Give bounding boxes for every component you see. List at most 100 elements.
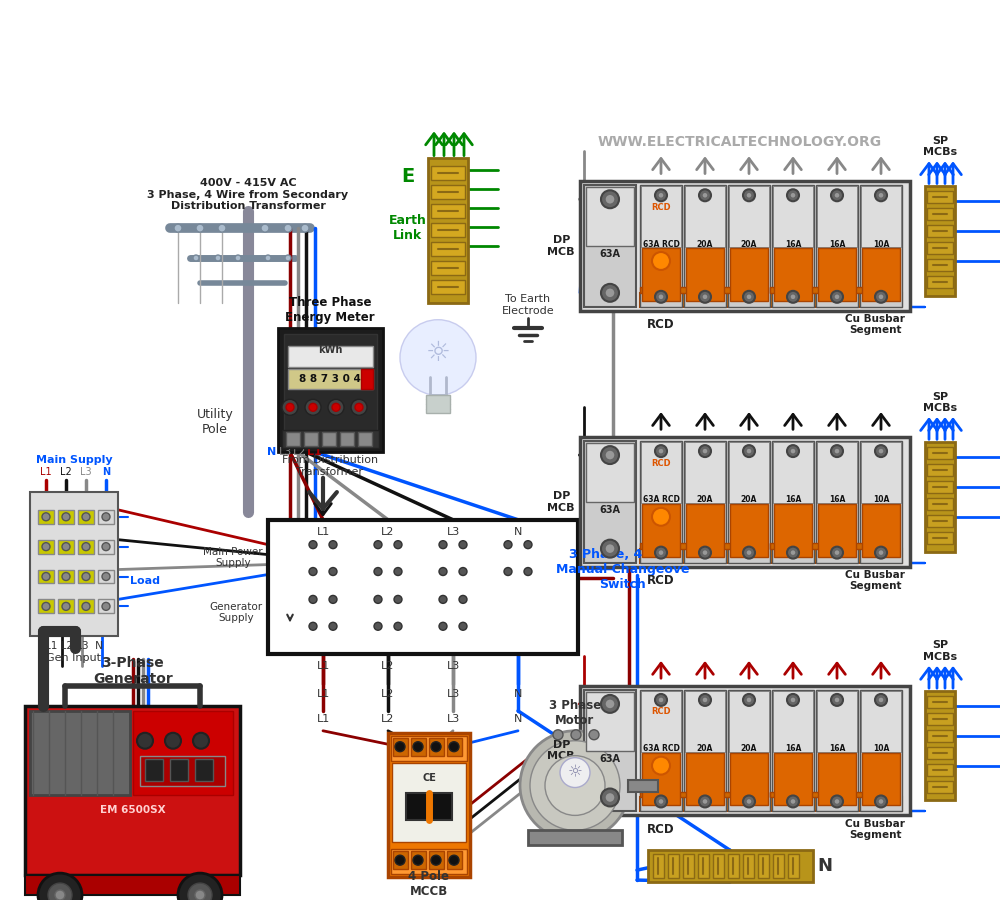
Bar	[393, 738, 408, 756]
Circle shape	[193, 733, 209, 749]
Text: 63A: 63A	[600, 753, 620, 764]
Text: kWh: kWh	[318, 345, 342, 355]
Text: L3: L3	[446, 662, 460, 671]
Circle shape	[218, 224, 226, 232]
Circle shape	[601, 540, 619, 558]
Bar	[862, 752, 900, 806]
Text: 63A: 63A	[600, 249, 620, 259]
Text: L1 L2 L3  N: L1 L2 L3 N	[45, 641, 103, 652]
Text: N: N	[514, 689, 522, 699]
Text: Cu Busbar
Segment: Cu Busbar Segment	[845, 314, 905, 336]
Bar	[642, 248, 680, 301]
Bar	[528, 831, 622, 845]
Circle shape	[746, 550, 752, 555]
Bar	[874, 543, 898, 549]
Bar	[684, 185, 726, 307]
Bar	[278, 328, 383, 452]
Circle shape	[178, 873, 222, 900]
Text: 63A RCD: 63A RCD	[643, 495, 679, 504]
Circle shape	[878, 193, 884, 198]
Circle shape	[38, 873, 82, 900]
Text: 63A: 63A	[600, 505, 620, 515]
Circle shape	[605, 544, 615, 554]
Text: 4 Pole
MCCB
63-100A: 4 Pole MCCB 63-100A	[402, 869, 456, 900]
Text: L3: L3	[446, 714, 460, 724]
Bar	[728, 854, 739, 878]
Circle shape	[309, 541, 317, 549]
Circle shape	[605, 288, 615, 298]
Text: ☼: ☼	[426, 338, 450, 366]
Circle shape	[743, 796, 755, 807]
Bar	[796, 287, 820, 292]
Circle shape	[652, 757, 670, 775]
Bar	[774, 248, 812, 301]
Circle shape	[658, 193, 664, 198]
Bar	[927, 763, 953, 776]
Circle shape	[652, 508, 670, 526]
Bar	[818, 504, 856, 556]
Bar	[304, 432, 318, 446]
Bar	[58, 509, 74, 524]
Bar	[848, 543, 872, 549]
Bar	[925, 442, 955, 552]
Circle shape	[62, 543, 70, 551]
Bar	[685, 186, 725, 247]
Circle shape	[790, 798, 796, 805]
Bar	[431, 204, 465, 218]
Bar	[640, 690, 682, 812]
Circle shape	[504, 568, 512, 575]
Bar	[860, 185, 902, 307]
Circle shape	[165, 733, 181, 749]
Circle shape	[743, 446, 755, 457]
Circle shape	[329, 541, 337, 549]
Circle shape	[743, 189, 755, 202]
Bar	[668, 854, 679, 878]
Bar	[140, 756, 225, 786]
Bar	[862, 504, 900, 556]
Circle shape	[459, 622, 467, 630]
Circle shape	[834, 293, 840, 300]
Bar	[818, 752, 856, 806]
Bar	[773, 854, 784, 878]
Bar	[584, 690, 636, 812]
Circle shape	[82, 543, 90, 551]
Circle shape	[545, 756, 605, 815]
Text: RCD: RCD	[651, 707, 671, 716]
Circle shape	[702, 193, 708, 198]
Bar	[580, 182, 910, 310]
Bar	[584, 441, 636, 562]
Circle shape	[42, 513, 50, 521]
Text: DP
MCB: DP MCB	[548, 740, 575, 761]
Text: SP
MCBs: SP MCBs	[923, 392, 957, 413]
Bar	[728, 441, 770, 562]
Circle shape	[878, 697, 884, 703]
Circle shape	[655, 546, 667, 559]
Circle shape	[305, 400, 321, 415]
Bar	[692, 287, 716, 292]
Text: L2: L2	[381, 714, 395, 724]
Bar	[874, 791, 898, 797]
Bar	[822, 287, 846, 292]
Bar	[640, 185, 682, 307]
Circle shape	[746, 293, 752, 300]
Text: RCD: RCD	[651, 458, 671, 467]
Bar	[816, 185, 858, 307]
Circle shape	[790, 550, 796, 555]
Text: 400V - 415V AC
3 Phase, 4 Wire from Secondary
Distribution Transformer: 400V - 415V AC 3 Phase, 4 Wire from Seco…	[147, 178, 349, 212]
Text: 10A: 10A	[873, 495, 889, 504]
Circle shape	[743, 546, 755, 559]
Bar	[925, 186, 955, 296]
Circle shape	[82, 602, 90, 610]
Bar	[38, 599, 54, 613]
Bar	[25, 875, 240, 895]
Bar	[685, 442, 725, 503]
Text: L2: L2	[381, 689, 395, 699]
Circle shape	[790, 448, 796, 454]
Bar	[392, 762, 466, 842]
Bar	[38, 570, 54, 583]
Bar	[586, 692, 634, 751]
Circle shape	[328, 400, 344, 415]
Circle shape	[834, 448, 840, 454]
Bar	[586, 187, 634, 246]
Bar	[78, 599, 94, 613]
